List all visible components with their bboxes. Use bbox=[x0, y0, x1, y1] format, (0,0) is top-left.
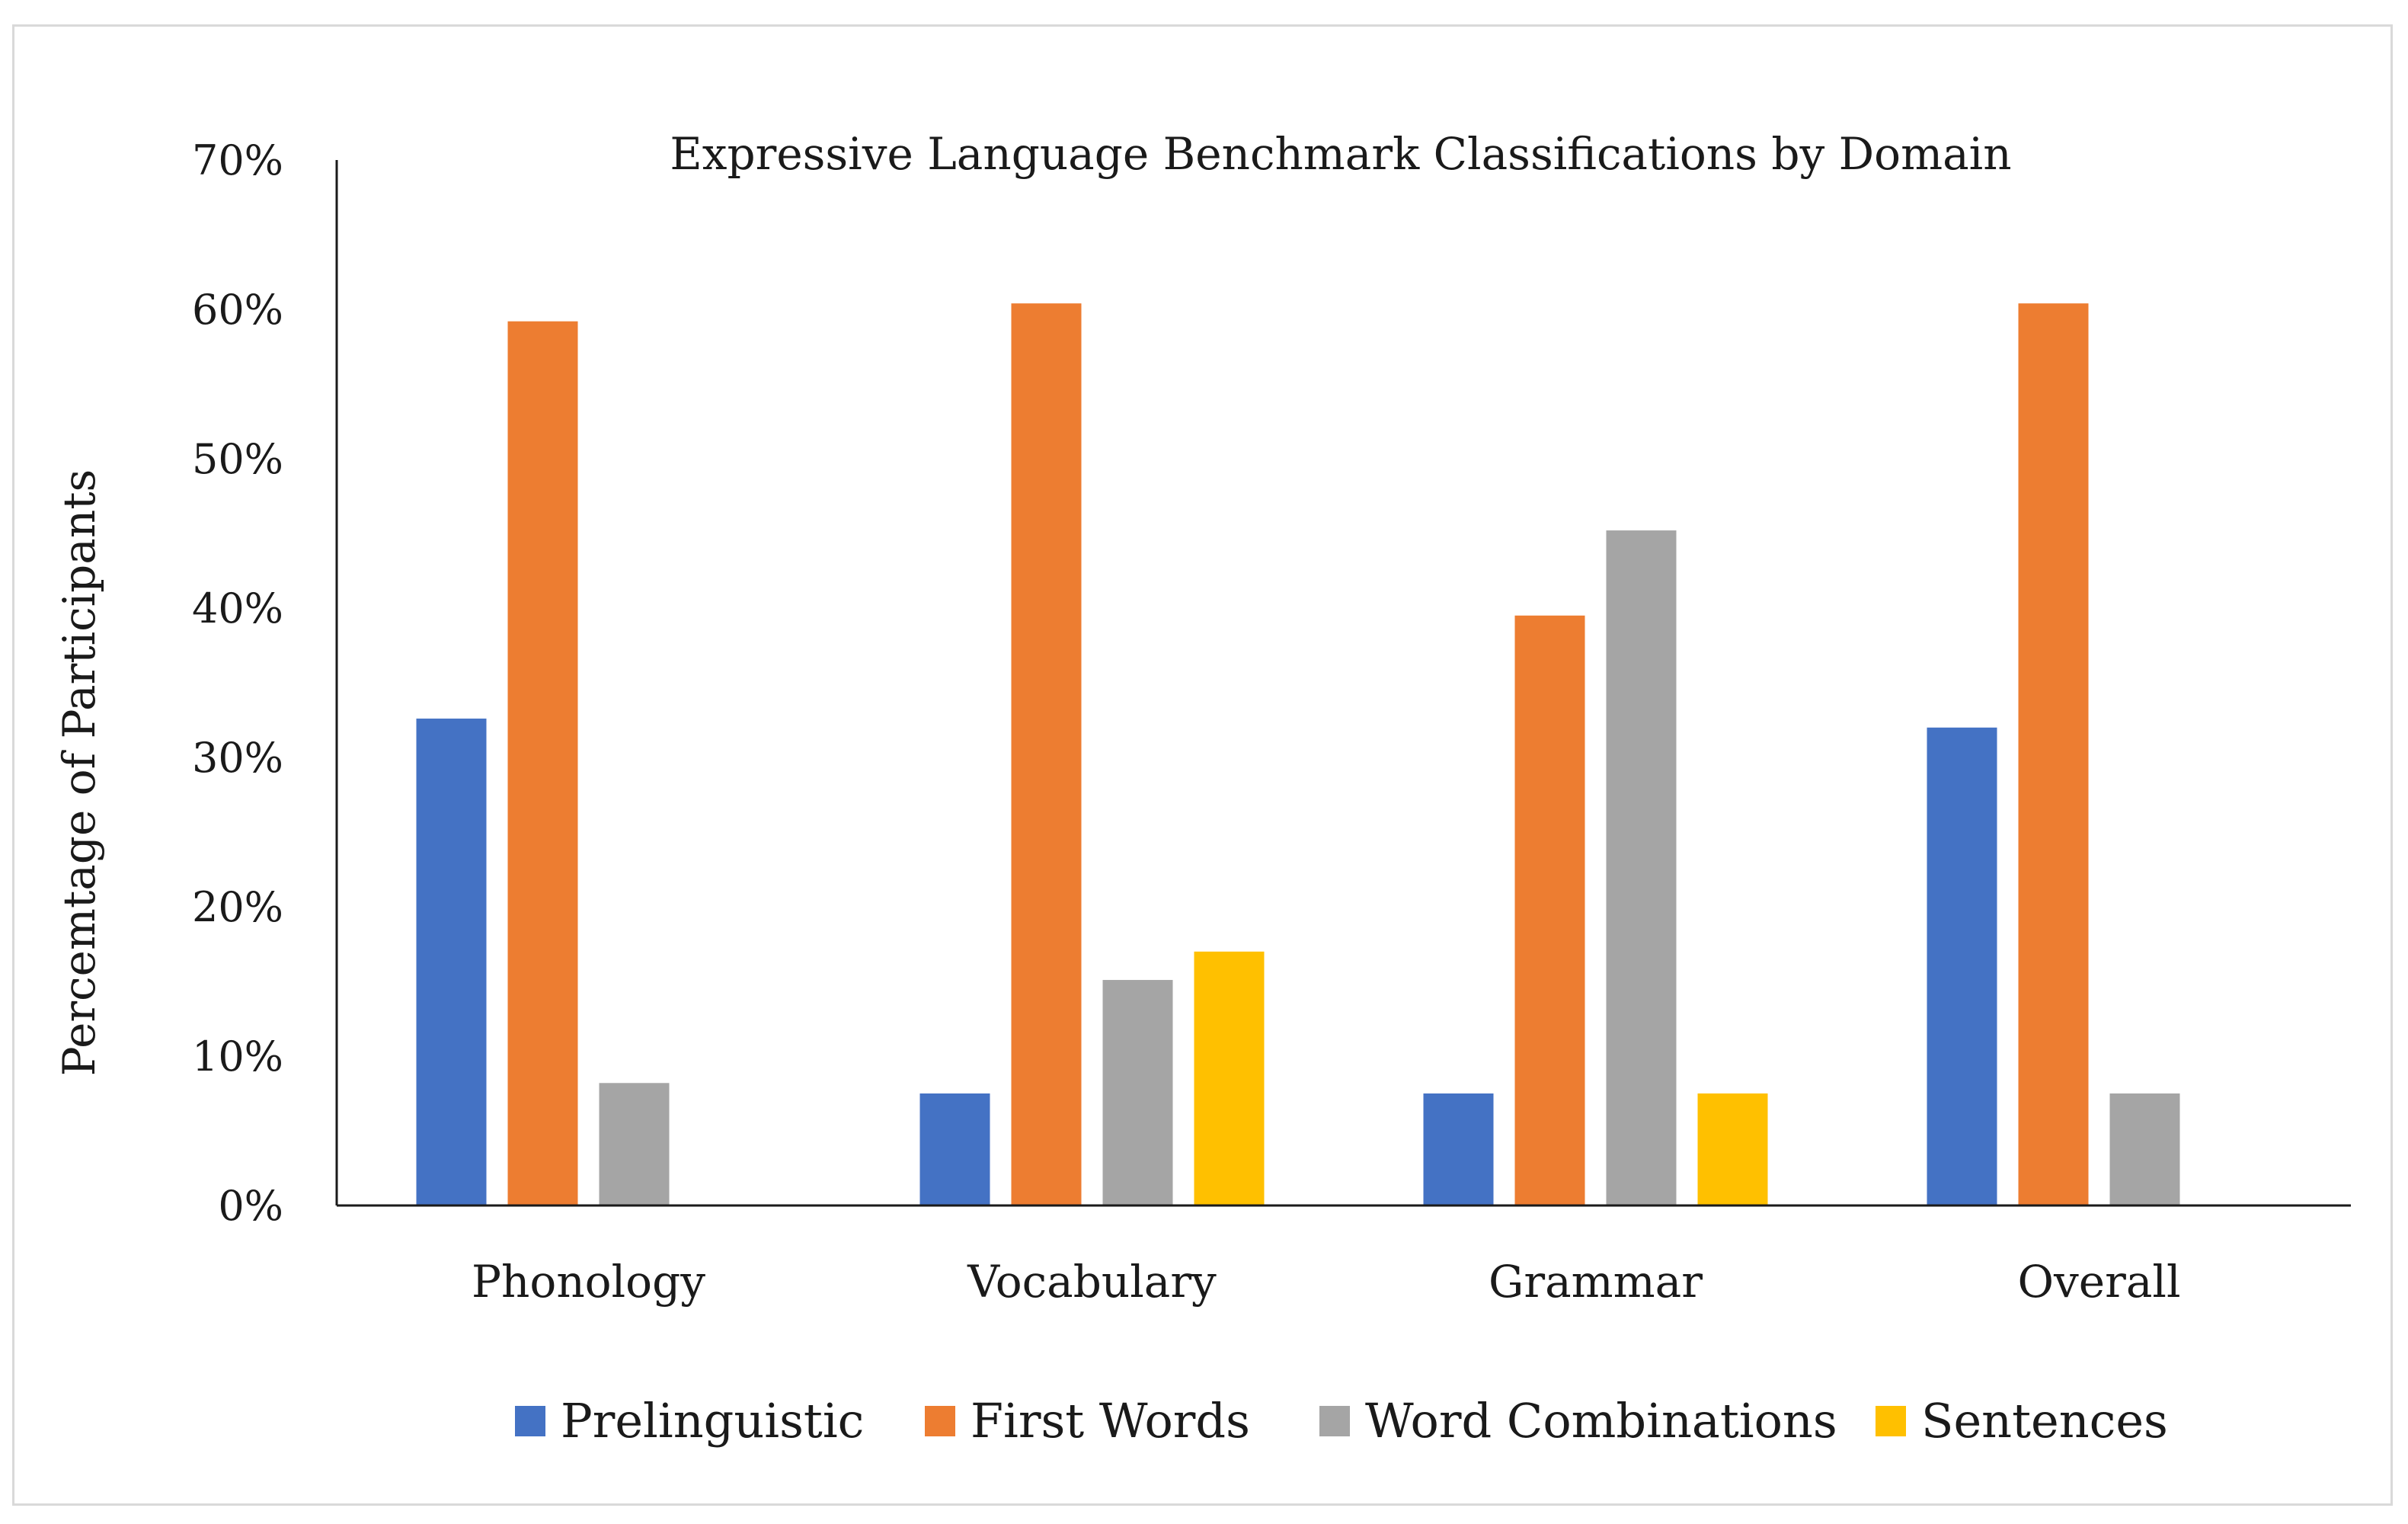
bar-phonology-prelinguistic bbox=[416, 719, 487, 1205]
y-tick-label: 70% bbox=[192, 136, 283, 184]
chart-title: Expressive Language Benchmark Classifica… bbox=[670, 128, 2011, 180]
y-tick-label: 40% bbox=[192, 584, 283, 632]
y-tick-label: 10% bbox=[192, 1033, 283, 1081]
bar-grammar-word-combinations bbox=[1606, 530, 1677, 1205]
bar-phonology-first-words bbox=[507, 321, 578, 1206]
axes bbox=[335, 160, 2351, 1207]
y-tick-label: 50% bbox=[192, 435, 283, 483]
bar-vocabulary-sentences bbox=[1194, 951, 1265, 1205]
y-tick-labels: 0% 10% 20% 30% 40% 50% 60% 70% bbox=[192, 136, 283, 1230]
x-tick-label-phonology: Phonology bbox=[472, 1256, 705, 1308]
chart-frame bbox=[12, 24, 2393, 1506]
bar-vocabulary-first-words bbox=[1011, 303, 1082, 1205]
bar-overall-word-combinations bbox=[2109, 1093, 2180, 1205]
bar-vocabulary-prelinguistic bbox=[919, 1093, 990, 1205]
y-tick-label: 0% bbox=[218, 1182, 283, 1230]
y-tick-label: 60% bbox=[192, 286, 283, 334]
bar-grammar-first-words bbox=[1514, 615, 1585, 1205]
bars bbox=[416, 303, 2180, 1206]
y-axis-label: Percemtage of Participants bbox=[53, 469, 105, 1077]
category-labels: Phonology Vocabulary Grammar Overall bbox=[472, 1256, 2180, 1308]
bar-grammar-sentences bbox=[1697, 1093, 1768, 1205]
legend-label-word-combinations: Word Combinations bbox=[1365, 1393, 1837, 1449]
bar-overall-first-words bbox=[2018, 303, 2089, 1205]
bar-grammar-prelinguistic bbox=[1423, 1093, 1494, 1205]
x-tick-label-grammar: Grammar bbox=[1489, 1256, 1703, 1308]
legend-swatch-prelinguistic bbox=[515, 1406, 545, 1436]
x-tick-label-overall: Overall bbox=[2017, 1256, 2180, 1308]
legend-label-prelinguistic: Prelinguistic bbox=[561, 1393, 864, 1449]
legend-swatch-word-combinations bbox=[1319, 1406, 1350, 1436]
legend-label-sentences: Sentences bbox=[1921, 1393, 2168, 1449]
y-tick-label: 30% bbox=[192, 734, 283, 782]
legend-swatch-first-words bbox=[925, 1406, 955, 1436]
bar-overall-prelinguistic bbox=[1927, 727, 1997, 1205]
y-tick-label: 20% bbox=[192, 883, 283, 931]
bar-phonology-word-combinations bbox=[599, 1083, 670, 1205]
legend-label-first-words: First Words bbox=[971, 1393, 1250, 1449]
legend-swatch-sentences bbox=[1876, 1406, 1906, 1436]
bar-vocabulary-word-combinations bbox=[1102, 980, 1173, 1205]
x-tick-label-vocabulary: Vocabulary bbox=[967, 1256, 1217, 1308]
legend: Prelinguistic First Words Word Combination… bbox=[515, 1393, 2168, 1449]
